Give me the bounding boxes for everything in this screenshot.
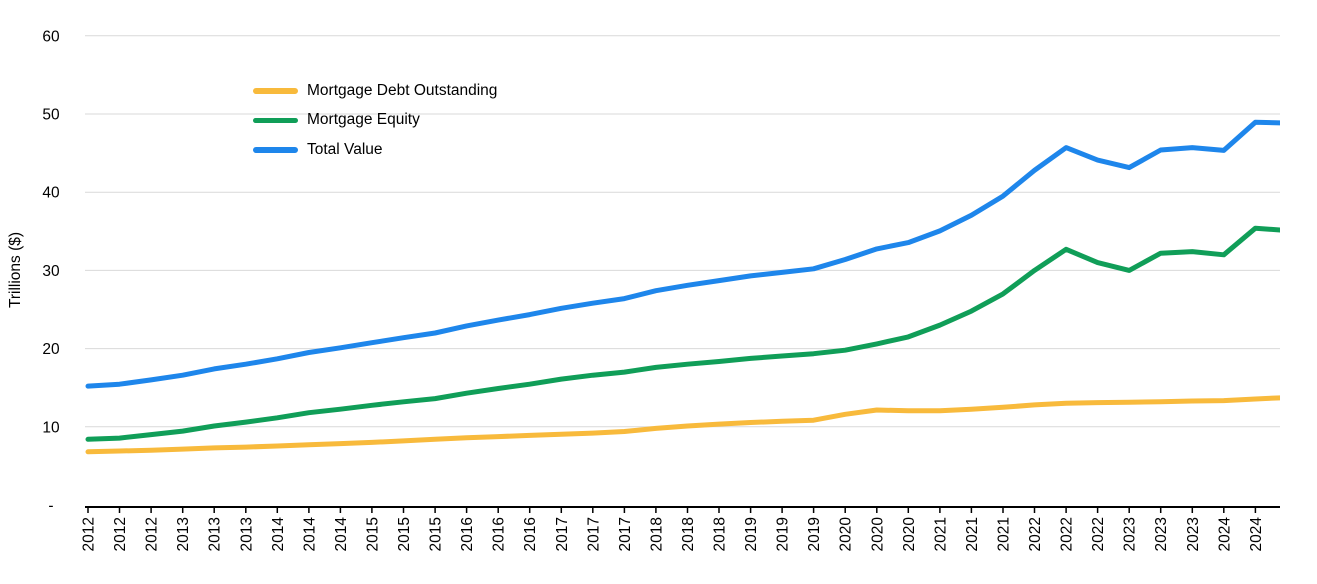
y-tick-label: 10 xyxy=(42,419,60,436)
y-tick-label: 30 xyxy=(42,263,60,280)
y-tick-label: 60 xyxy=(42,28,60,45)
x-tick-label: 2012 xyxy=(81,517,98,551)
series-line-total-value xyxy=(85,119,1280,389)
chart-legend: Mortgage Debt Outstanding Mortgage Equit… xyxy=(253,76,497,165)
x-axis-ticks xyxy=(87,507,1257,513)
x-tick-label: 2023 xyxy=(1122,517,1139,551)
x-tick-label: 2024 xyxy=(1216,517,1233,552)
x-tick-label: 2016 xyxy=(491,517,508,551)
x-tick-label: 2017 xyxy=(554,517,571,551)
x-tick-label: 2022 xyxy=(1090,517,1107,551)
x-tick-label: 2013 xyxy=(207,517,224,551)
y-axis-labels: 60 50 40 30 20 10 - xyxy=(42,28,60,514)
x-tick-label: 2022 xyxy=(1027,517,1044,551)
x-tick-label: 2015 xyxy=(428,517,445,551)
x-tick-label: 2024 xyxy=(1248,517,1265,552)
x-tick-label: 2020 xyxy=(901,517,918,552)
x-tick-label: 2017 xyxy=(617,517,634,551)
y-tick-label: 20 xyxy=(42,341,60,358)
legend-swatch-blue xyxy=(253,147,298,153)
x-tick-label: 2013 xyxy=(238,517,255,551)
x-tick-label: 2021 xyxy=(932,517,949,551)
x-tick-label: 2018 xyxy=(680,517,697,551)
x-tick-label: 2014 xyxy=(301,517,318,552)
legend-label: Total Value xyxy=(307,140,383,158)
legend-item-total-value: Total Value xyxy=(253,135,497,165)
x-tick-label: 2022 xyxy=(1059,517,1076,551)
x-tick-label: 2013 xyxy=(175,517,192,551)
y-axis-title: Trillions ($) xyxy=(7,232,24,308)
x-tick-label: 2021 xyxy=(964,517,981,551)
x-tick-label: 2020 xyxy=(869,517,886,552)
x-tick-label: 2019 xyxy=(775,517,792,551)
series-lines xyxy=(85,119,1280,455)
y-tick-label: - xyxy=(48,498,53,515)
x-axis-labels: 2012 2012 2012 2013 2013 2013 2014 2014 2014 2015… xyxy=(81,517,1265,552)
x-tick-label: 2014 xyxy=(270,517,287,552)
legend-swatch-yellow xyxy=(253,88,298,94)
x-tick-label: 2023 xyxy=(1185,517,1202,551)
x-tick-label: 2023 xyxy=(1153,517,1170,551)
y-tick-label: 50 xyxy=(42,107,60,124)
legend-label: Mortgage Debt Outstanding xyxy=(307,81,498,99)
x-tick-label: 2014 xyxy=(333,517,350,552)
y-tick-label: 40 xyxy=(42,185,60,202)
legend-item-mortgage-equity: Mortgage Equity xyxy=(253,106,497,136)
x-tick-label: 2017 xyxy=(585,517,602,551)
x-tick-label: 2012 xyxy=(144,517,161,551)
series-line-mortgage-equity xyxy=(85,225,1280,442)
legend-label: Mortgage Equity xyxy=(307,111,420,129)
x-tick-label: 2016 xyxy=(522,517,539,551)
x-tick-label: 2015 xyxy=(396,517,413,551)
x-tick-label: 2021 xyxy=(996,517,1013,551)
legend-swatch-green xyxy=(253,117,298,123)
x-tick-label: 2019 xyxy=(806,517,823,551)
x-tick-label: 2016 xyxy=(459,517,476,551)
x-tick-label: 2015 xyxy=(364,517,381,551)
x-tick-label: 2020 xyxy=(838,517,855,552)
x-tick-label: 2018 xyxy=(648,517,665,551)
series-line-mortgage-debt-outstanding xyxy=(85,395,1280,455)
x-tick-label: 2019 xyxy=(743,517,760,551)
legend-item-mortgage-debt-outstanding: Mortgage Debt Outstanding xyxy=(253,76,497,106)
x-tick-label: 2012 xyxy=(112,517,129,551)
x-tick-label: 2018 xyxy=(712,517,729,551)
